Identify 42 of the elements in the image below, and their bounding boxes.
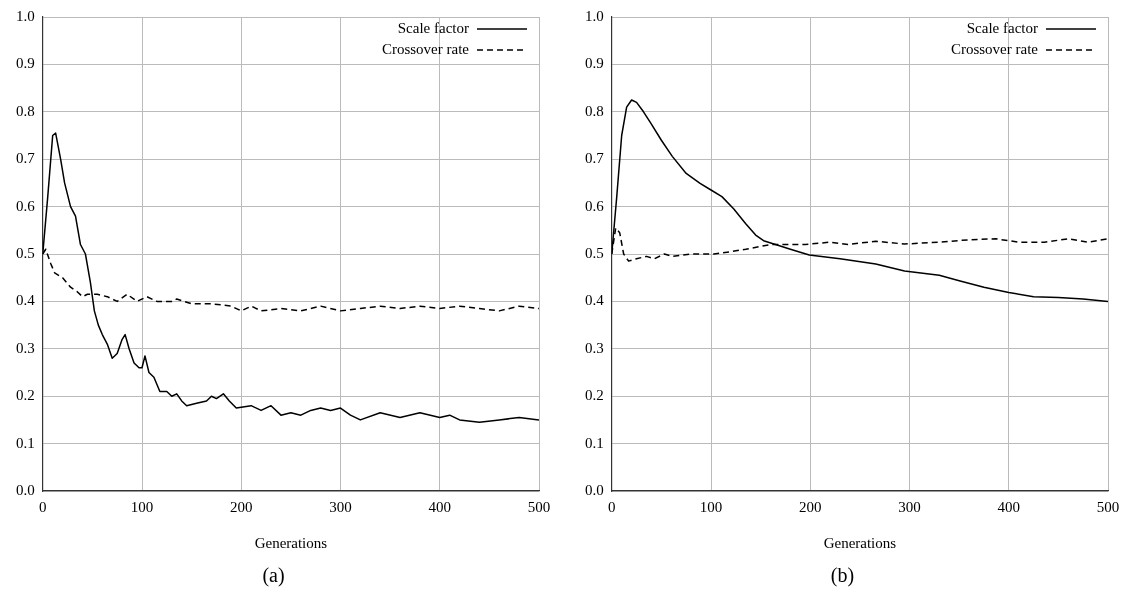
y-tick-label: 0.2	[585, 387, 604, 404]
legend-label: Crossover rate	[381, 40, 470, 57]
x-axis-title: Generations	[254, 534, 328, 551]
x-tick-label: 0	[608, 498, 616, 515]
x-tick-label: 400	[997, 498, 1020, 515]
y-tick-label: 0.7	[16, 150, 36, 167]
y-tick-label: 0.7	[585, 150, 605, 167]
y-tick-label: 0.6	[16, 197, 36, 214]
y-tick-label: 0.0	[16, 481, 35, 498]
x-tick-label: 200	[230, 498, 253, 515]
y-tick-label: 1.0	[585, 7, 604, 24]
y-tick-label: 0.0	[585, 481, 604, 498]
x-tick-label: 400	[428, 498, 451, 515]
y-tick-label: 0.4	[585, 292, 605, 309]
x-tick-label: 200	[799, 498, 822, 515]
text: (b)	[830, 564, 855, 588]
y-tick-label: 0.3	[585, 339, 604, 356]
y-tick-label: 0.4	[16, 292, 36, 309]
x-tick-label: 300	[898, 498, 921, 515]
legend-label: Scale factor	[966, 19, 1038, 36]
legend-label: Crossover rate	[950, 40, 1039, 57]
x-tick-label: 300	[329, 498, 352, 515]
y-tick-label: 0.8	[585, 102, 604, 119]
y-tick-label: 0.1	[16, 434, 35, 451]
y-tick-label: 0.9	[16, 55, 35, 72]
y-tick-label: 0.5	[585, 244, 604, 261]
y-tick-label: 0.9	[585, 55, 604, 72]
x-tick-label: 0	[39, 498, 47, 515]
x-tick-label: 100	[130, 498, 154, 515]
y-tick-label: 0.3	[16, 339, 35, 356]
x-tick-label: 500	[1096, 498, 1120, 515]
text: (a)	[262, 564, 285, 588]
x-tick-label: 500	[527, 498, 551, 515]
y-tick-label: 0.2	[16, 387, 35, 404]
x-axis-title: Generations	[823, 534, 897, 551]
y-tick-label: 0.5	[16, 244, 35, 261]
x-tick-label: 100	[699, 498, 723, 515]
legend-label: Scale factor	[397, 19, 469, 36]
y-tick-label: 0.8	[16, 102, 35, 119]
y-tick-label: 0.6	[585, 197, 605, 214]
y-tick-label: 0.1	[585, 434, 604, 451]
y-tick-label: 1.0	[16, 7, 35, 24]
